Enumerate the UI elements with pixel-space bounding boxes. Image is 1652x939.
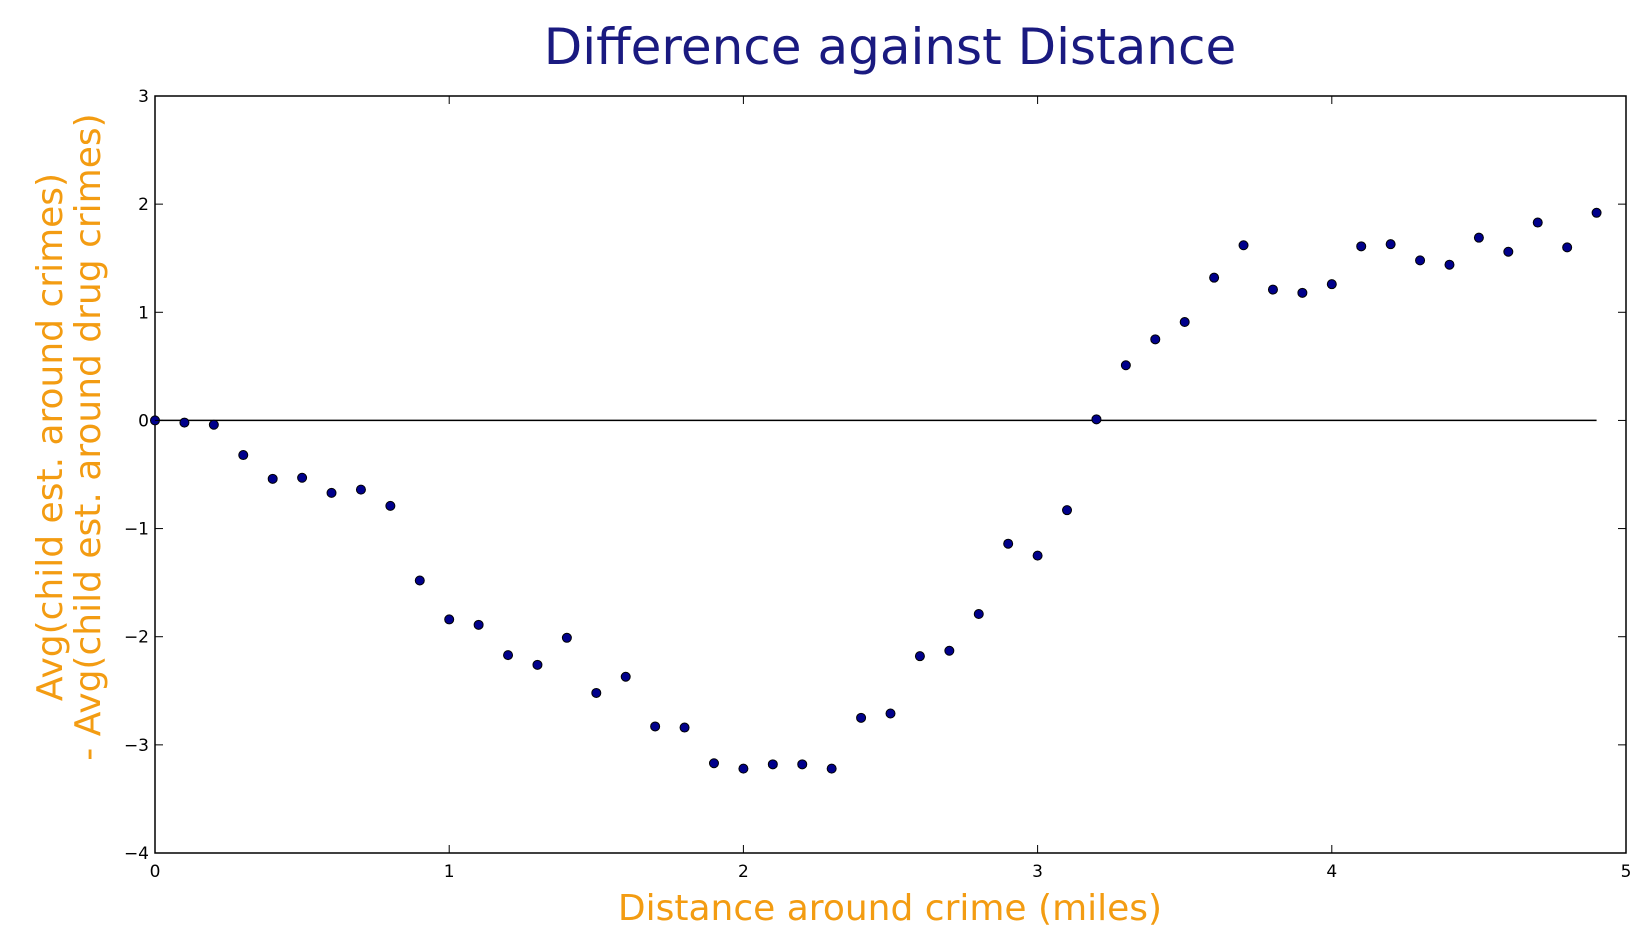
plot-area: [150, 95, 1627, 854]
data-point: [1473, 232, 1484, 243]
data-point: [1385, 239, 1396, 250]
y-axis-label-line-1: Avg(child est. around crimes): [30, 173, 71, 701]
data-point: [885, 708, 896, 719]
data-point: [355, 484, 366, 495]
x-tick-label: 0: [150, 862, 161, 882]
data-point: [1062, 505, 1073, 516]
y-tick-label: −1: [124, 520, 149, 540]
data-point: [1120, 360, 1131, 371]
x-axis-label: Distance around crime (miles): [618, 888, 1162, 929]
x-tick-label: 4: [1326, 862, 1337, 882]
data-point: [1562, 242, 1573, 253]
data-point: [532, 659, 543, 670]
data-point: [1267, 284, 1278, 295]
data-point: [1415, 255, 1426, 266]
data-point: [973, 609, 984, 620]
data-point: [738, 763, 749, 774]
data-point: [1179, 317, 1190, 328]
data-point: [708, 758, 719, 769]
data-point: [1503, 246, 1514, 257]
data-point: [1091, 414, 1102, 425]
data-point: [1444, 259, 1455, 270]
y-tick-label: 2: [138, 195, 149, 215]
y-tick-label: 1: [138, 303, 149, 323]
data-point: [650, 721, 661, 732]
data-point: [444, 614, 455, 625]
y-tick-label: 0: [138, 411, 149, 431]
data-point: [1326, 279, 1337, 290]
data-point: [326, 487, 337, 498]
data-point: [473, 619, 484, 630]
data-point: [267, 473, 278, 484]
y-axis-label: Avg(child est. around crimes) - Avg(chil…: [30, 113, 109, 760]
x-tick-label: 5: [1621, 862, 1632, 882]
data-point: [797, 759, 808, 770]
data-point: [944, 645, 955, 656]
data-point: [297, 472, 308, 483]
data-point: [1238, 240, 1249, 251]
y-axis-ticks: 3 2 1 0 −1 −2 −3 −4: [124, 87, 1626, 864]
data-point: [385, 500, 396, 511]
y-tick-label: −2: [124, 628, 149, 648]
x-tick-label: 2: [738, 862, 749, 882]
data-point: [1209, 272, 1220, 283]
data-point: [1297, 287, 1308, 298]
data-point: [1356, 241, 1367, 252]
data-point: [679, 722, 690, 733]
data-point: [238, 450, 249, 461]
data-point: [1150, 334, 1161, 345]
data-point: [1032, 550, 1043, 561]
data-point: [414, 575, 425, 586]
data-point: [856, 712, 867, 723]
y-axis-label-line-2: - Avg(child est. around drug crimes): [68, 113, 109, 760]
data-point: [914, 651, 925, 662]
data-point: [1532, 217, 1543, 228]
data-point: [620, 671, 631, 682]
chart-title: Difference against Distance: [544, 18, 1236, 76]
data-point: [208, 419, 219, 430]
data-point: [179, 417, 190, 428]
data-point: [591, 687, 602, 698]
plot-frame: [154, 95, 1627, 854]
data-point: [1591, 207, 1602, 218]
data-point: [1003, 538, 1014, 549]
data-point: [503, 650, 514, 661]
data-point: [767, 759, 778, 770]
x-tick-label: 3: [1032, 862, 1043, 882]
x-axis-ticks: 0 1 2 3 4 5: [150, 96, 1632, 882]
y-tick-label: −4: [124, 844, 149, 864]
y-tick-label: −3: [124, 736, 149, 756]
y-tick-label: 3: [138, 87, 149, 107]
data-points: [150, 207, 1602, 774]
data-point: [826, 763, 837, 774]
data-point: [561, 632, 572, 643]
x-tick-label: 1: [444, 862, 455, 882]
